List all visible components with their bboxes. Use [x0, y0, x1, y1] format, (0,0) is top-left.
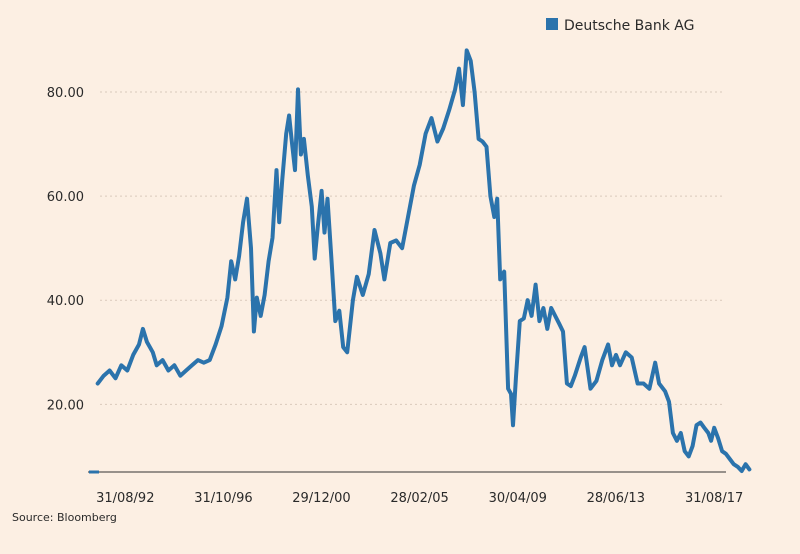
x-tick-label: 31/08/92 [96, 491, 154, 506]
x-tick-label: 29/12/00 [292, 491, 350, 506]
legend-swatch [546, 18, 558, 30]
y-axis-ticks: 20.00 40.00 60.00 80.00 [47, 86, 84, 413]
y-tick-label: 80.00 [47, 86, 84, 101]
y-tick-label: 40.00 [47, 294, 84, 309]
x-tick-label: 31/10/96 [194, 491, 252, 506]
legend-label: Deutsche Bank AG [564, 18, 694, 34]
x-axis-ticks: 31/08/92 31/10/96 29/12/00 28/02/05 30/04/09… [96, 491, 743, 506]
x-tick-label: 31/08/17 [685, 491, 743, 506]
y-tick-label: 60.00 [47, 190, 84, 205]
x-tick-label: 28/02/05 [390, 491, 448, 506]
series-line-deutsche-bank [95, 48, 752, 473]
y-tick-label: 20.00 [47, 398, 84, 413]
source-note: Source: Bloomberg [12, 511, 117, 524]
x-tick-label: 30/04/09 [489, 491, 547, 506]
x-tick-label: 28/06/13 [587, 491, 645, 506]
legend: Deutsche Bank AG [546, 18, 694, 34]
